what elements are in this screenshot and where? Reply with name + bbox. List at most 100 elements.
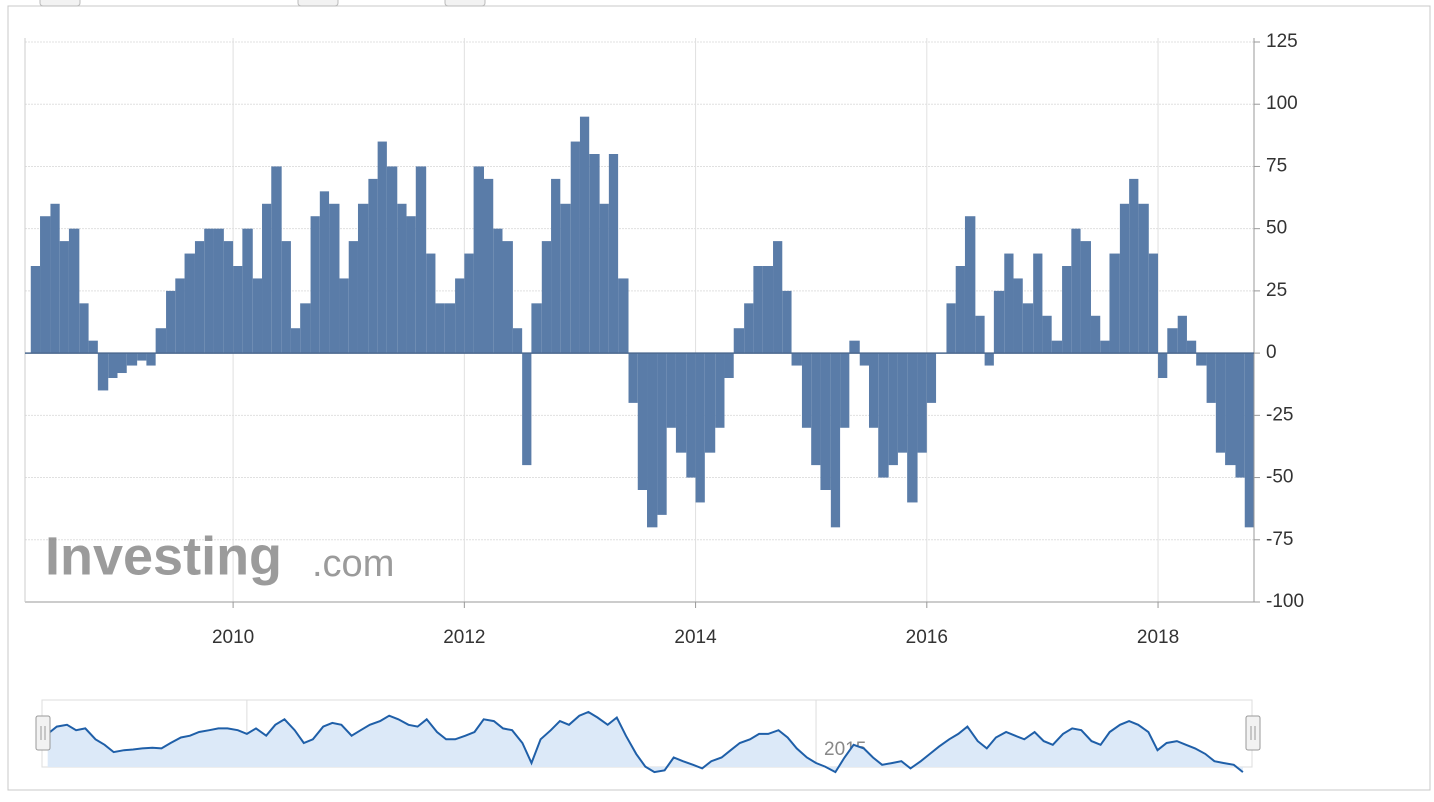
- bar: [926, 353, 937, 403]
- navigator-handle[interactable]: [35, 715, 51, 751]
- bar: [1186, 340, 1197, 354]
- y-tick-label: 125: [1266, 31, 1298, 52]
- bar: [1225, 353, 1236, 466]
- frame: [7, 5, 1431, 791]
- bar: [435, 303, 445, 354]
- bar: [964, 216, 976, 354]
- navigator-handle[interactable]: [1245, 715, 1261, 751]
- bar: [849, 340, 860, 354]
- bar: [917, 353, 927, 453]
- bar: [1196, 353, 1207, 366]
- navigator-area: [47, 712, 1243, 773]
- bar: [522, 353, 532, 466]
- bar: [464, 253, 474, 354]
- x-tick-label: 2010: [212, 627, 254, 648]
- bar: [108, 353, 118, 378]
- bar: [579, 116, 590, 354]
- bar: [840, 353, 850, 428]
- bar: [608, 154, 619, 354]
- watermark: Investing: [45, 526, 282, 586]
- bar: [907, 353, 918, 503]
- bar: [502, 241, 513, 354]
- bar: [213, 228, 224, 354]
- bar: [493, 228, 503, 354]
- bar: [975, 315, 985, 354]
- bar: [155, 328, 167, 354]
- y-tick-label: -75: [1266, 529, 1293, 550]
- bar: [1109, 253, 1120, 354]
- bar: [300, 303, 311, 354]
- bar: [1177, 315, 1187, 354]
- y-tick-label: -50: [1266, 467, 1293, 488]
- bar: [79, 303, 89, 354]
- bar: [686, 353, 696, 478]
- y-tick-label: 25: [1266, 280, 1287, 301]
- y-tick-label: 75: [1266, 155, 1287, 176]
- bar: [329, 203, 340, 354]
- bar: [628, 353, 638, 403]
- bar: [733, 328, 745, 354]
- bar: [704, 353, 716, 453]
- bar: [1244, 353, 1254, 528]
- bar: [262, 203, 272, 354]
- y-tick-label: 100: [1266, 93, 1298, 114]
- bar: [1004, 253, 1014, 354]
- bar: [647, 353, 658, 528]
- bar: [97, 353, 109, 391]
- range-button[interactable]: [444, 0, 486, 7]
- bar: [531, 303, 542, 354]
- bar: [724, 353, 734, 378]
- bar: [233, 266, 243, 354]
- bar: [744, 303, 754, 354]
- bar: [473, 166, 484, 354]
- bars: [30, 116, 1254, 528]
- bar: [194, 241, 205, 354]
- bar: [675, 353, 687, 453]
- bar: [753, 266, 763, 354]
- bar: [68, 228, 80, 354]
- bar: [40, 216, 51, 354]
- range-button[interactable]: [297, 0, 339, 7]
- bar: [1071, 228, 1081, 354]
- bar: [868, 353, 879, 428]
- bar: [357, 203, 369, 354]
- bar: [589, 154, 600, 354]
- bar: [397, 203, 407, 354]
- bar: [386, 166, 398, 354]
- bar: [426, 253, 436, 354]
- bar: [993, 290, 1005, 354]
- watermark-suffix: .com: [312, 543, 394, 585]
- bar: [310, 216, 320, 354]
- bar: [801, 353, 812, 428]
- bar: [1206, 353, 1216, 403]
- bar: [859, 353, 869, 366]
- bar: [406, 216, 416, 354]
- bar: [1062, 266, 1072, 354]
- bar: [666, 353, 676, 428]
- bar: [1033, 253, 1043, 354]
- bar: [618, 278, 629, 354]
- x-tick-label: 2018: [1137, 627, 1179, 648]
- bar: [348, 241, 358, 354]
- bar: [368, 178, 378, 354]
- bar: [570, 141, 580, 354]
- bar: [811, 353, 821, 466]
- bar: [1235, 353, 1245, 478]
- bar: [1013, 278, 1023, 354]
- bar: [290, 328, 301, 354]
- range-button[interactable]: [39, 0, 81, 7]
- y-tick-label: 50: [1266, 218, 1287, 239]
- x-tick-label: 2016: [906, 627, 948, 648]
- bar: [30, 266, 41, 354]
- bar: [175, 278, 185, 354]
- bar: [271, 166, 282, 354]
- bar: [1080, 241, 1091, 354]
- bar: [820, 353, 831, 490]
- bar: [695, 353, 705, 503]
- bar: [830, 353, 841, 528]
- bar: [984, 353, 994, 366]
- bar: [166, 290, 176, 354]
- bar: [715, 353, 725, 428]
- x-tick-label: 2012: [443, 627, 485, 648]
